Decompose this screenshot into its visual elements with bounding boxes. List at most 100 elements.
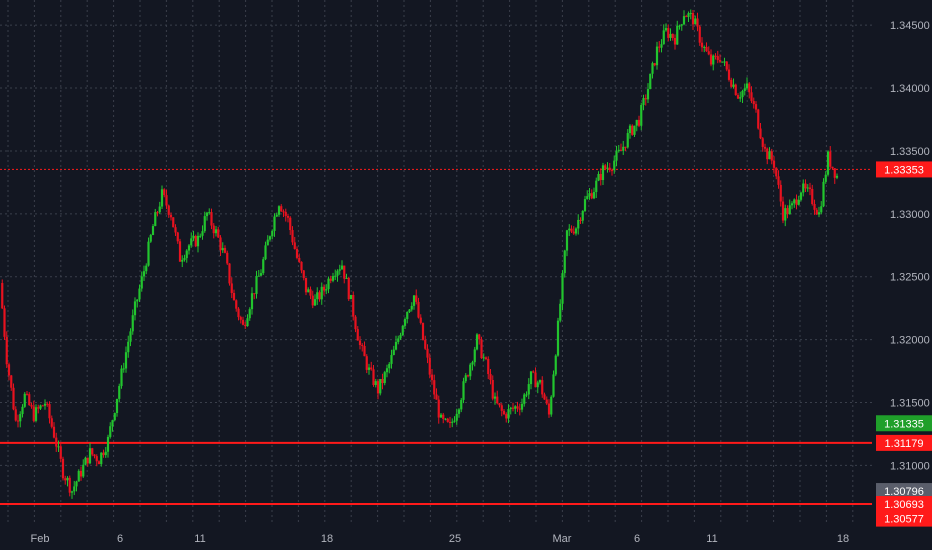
candle-body-down bbox=[241, 319, 245, 325]
candle-body-down bbox=[1, 283, 4, 309]
candle-body-up bbox=[181, 259, 184, 262]
candle-body-up bbox=[133, 301, 137, 316]
candle-body-up bbox=[142, 271, 146, 277]
candle-body-down bbox=[415, 295, 418, 302]
candle-body-down bbox=[174, 227, 177, 233]
candle-body-up bbox=[520, 403, 524, 410]
candle-body-down bbox=[358, 340, 362, 346]
candle-body-up bbox=[799, 192, 803, 200]
candle-body-down bbox=[761, 138, 764, 147]
candle-body-up bbox=[453, 420, 456, 422]
candle-body-up bbox=[138, 288, 141, 300]
candle-body-down bbox=[381, 378, 384, 384]
candle-body-up bbox=[192, 235, 195, 239]
candle-body-down bbox=[52, 426, 56, 438]
candle-body-down bbox=[282, 211, 285, 213]
candle-body-down bbox=[280, 206, 283, 212]
candle-body-up bbox=[469, 364, 472, 377]
candle-body-down bbox=[5, 336, 8, 365]
date-tick-label: 18 bbox=[321, 533, 333, 545]
candle-body-down bbox=[572, 231, 575, 234]
candle-body-up bbox=[367, 367, 371, 370]
price-tag-label: 1.30577 bbox=[884, 514, 924, 526]
candle-body-down bbox=[219, 237, 222, 251]
candle-body-up bbox=[75, 481, 78, 487]
candle-body-up bbox=[538, 380, 542, 383]
candle-body-up bbox=[264, 245, 267, 260]
candle-body-up bbox=[583, 199, 587, 212]
candle-body-up bbox=[39, 405, 42, 409]
candle-body-up bbox=[383, 372, 386, 384]
candle-body-up bbox=[615, 151, 618, 161]
candle-body-up bbox=[122, 368, 125, 370]
candle-body-up bbox=[651, 63, 654, 74]
time-axis[interactable]: Feb 6 11 18 25 Mar 6 11 18 bbox=[31, 533, 850, 545]
candle-body-down bbox=[223, 248, 227, 253]
candle-body-down bbox=[428, 357, 431, 375]
price-tag-label: 1.31335 bbox=[884, 418, 924, 430]
candle-body-up bbox=[140, 276, 143, 289]
candle-body-down bbox=[829, 151, 832, 167]
candle-body-down bbox=[781, 201, 785, 221]
price-tag-label: 1.30796 bbox=[884, 486, 924, 498]
candle-body-up bbox=[628, 125, 632, 134]
candle-body-up bbox=[581, 211, 584, 221]
candle-body-up bbox=[23, 393, 26, 407]
candle-body-up bbox=[320, 286, 323, 300]
candle-body-up bbox=[19, 414, 22, 422]
candle-body-down bbox=[95, 456, 98, 462]
candle-body-up bbox=[336, 270, 339, 276]
candle-body-up bbox=[806, 187, 809, 189]
candle-body-down bbox=[237, 308, 240, 318]
candle-body-down bbox=[289, 217, 292, 231]
candle-body-up bbox=[259, 273, 263, 276]
candle-body-up bbox=[399, 335, 402, 339]
candle-body-up bbox=[559, 303, 562, 321]
candle-body-down bbox=[433, 380, 436, 395]
candle-body-up bbox=[187, 245, 191, 251]
candle-body-down bbox=[619, 149, 623, 151]
candle-body-up bbox=[266, 239, 269, 246]
price-axis[interactable]: 1.34500 1.34000 1.33500 1.33000 1.32500 1.320… bbox=[890, 20, 930, 472]
candle-body-up bbox=[275, 214, 278, 217]
candle-body-up bbox=[790, 203, 794, 206]
candle-body-down bbox=[41, 405, 44, 407]
candle-body-down bbox=[194, 235, 197, 247]
candle-body-up bbox=[34, 407, 38, 421]
candle-body-down bbox=[48, 404, 51, 419]
candle-body-up bbox=[325, 289, 328, 291]
candle-body-down bbox=[498, 403, 501, 406]
price-tag-label: 1.30693 bbox=[884, 499, 924, 511]
candle-body-down bbox=[370, 367, 373, 370]
candle-body-down bbox=[804, 183, 807, 189]
candle-body-down bbox=[466, 375, 470, 377]
candle-body-down bbox=[165, 195, 168, 206]
candle-body-up bbox=[640, 105, 643, 126]
candle-body-down bbox=[343, 265, 346, 279]
candle-body-down bbox=[442, 414, 445, 419]
candle-body-up bbox=[824, 174, 827, 182]
candle-body-up bbox=[646, 89, 650, 100]
candle-body-down bbox=[210, 212, 213, 226]
candle-body-up bbox=[784, 208, 787, 221]
candle-body-up bbox=[410, 305, 413, 310]
candle-body-down bbox=[167, 205, 170, 215]
candle-body-down bbox=[631, 125, 634, 135]
candle-body-down bbox=[10, 375, 13, 388]
candle-body-up bbox=[374, 381, 377, 385]
candle-body-up bbox=[817, 212, 821, 215]
candle-body-down bbox=[716, 56, 719, 61]
candle-body-up bbox=[745, 83, 749, 89]
candle-body-down bbox=[547, 403, 551, 415]
candle-body-down bbox=[55, 437, 58, 447]
candle-body-up bbox=[703, 46, 706, 48]
candle-body-up bbox=[43, 403, 47, 406]
candle-body-up bbox=[574, 228, 578, 234]
candle-body-down bbox=[304, 277, 308, 293]
candle-body-down bbox=[172, 217, 175, 228]
candle-body-down bbox=[671, 33, 674, 39]
candle-body-down bbox=[417, 301, 420, 318]
candle-body-up bbox=[73, 486, 76, 492]
price-tick-label: 1.31500 bbox=[890, 398, 930, 410]
